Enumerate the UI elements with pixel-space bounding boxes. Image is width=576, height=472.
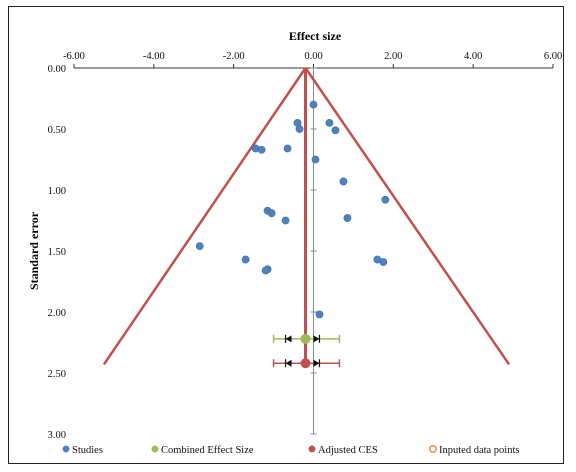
legend-marker-3 — [428, 444, 437, 453]
study-point — [325, 119, 334, 127]
x-tick-label: 2.00 — [384, 51, 402, 62]
study-point — [267, 209, 276, 218]
x-tick-label: 0.00 — [304, 51, 322, 62]
study-point — [241, 255, 250, 264]
study-point — [283, 144, 292, 153]
x-tick-label: 4.00 — [464, 51, 482, 62]
x-tick-label: 6.00 — [544, 51, 562, 62]
legend-marker-2 — [308, 445, 316, 453]
combined-effect-right-marker — [313, 335, 320, 343]
study-point — [295, 125, 304, 133]
study-point — [195, 242, 204, 251]
y-tick-label: 1.00 — [48, 186, 66, 197]
adjusted-ces-point — [300, 358, 311, 369]
combined-effect-left-marker — [285, 335, 292, 343]
chart-frame — [8, 6, 564, 464]
legend-label: Inputed data points — [439, 445, 519, 456]
study-point — [331, 126, 340, 135]
funnel-left-line — [102, 67, 307, 366]
y-axis-label: Standard error — [27, 211, 41, 290]
study-point — [381, 195, 390, 204]
study-point — [257, 145, 266, 154]
x-tick-label: -4.00 — [143, 51, 165, 62]
y-tick-label: 0.00 — [48, 64, 66, 75]
x-tick-label: -6.00 — [63, 51, 85, 62]
study-point — [343, 214, 352, 222]
y-tick-label: 2.50 — [48, 369, 66, 380]
y-tick-label: 0.50 — [48, 125, 66, 136]
legend-marker-0 — [62, 445, 70, 453]
combined-effect-point — [300, 333, 311, 344]
legend-label: Adjusted CES — [318, 445, 378, 456]
adjusted-ces-left-marker — [285, 359, 292, 367]
legend-label: Studies — [72, 445, 103, 456]
study-point — [281, 216, 290, 225]
legend-marker-1 — [151, 445, 159, 453]
funnel-right-line — [304, 67, 511, 366]
study-point — [339, 177, 348, 186]
y-tick-label: 2.00 — [48, 308, 66, 319]
x-tick-label: -2.00 — [223, 51, 245, 62]
y-tick-label: 3.00 — [48, 430, 66, 441]
study-point — [261, 266, 270, 275]
y-tick-label: 1.50 — [48, 247, 66, 258]
study-point — [311, 155, 320, 164]
legend-label: Combined Effect Size — [161, 445, 254, 456]
study-point — [379, 258, 388, 266]
adjusted-ces-right-marker — [313, 359, 320, 367]
chart-title: Effect size — [289, 29, 342, 43]
study-point — [309, 100, 318, 109]
study-point — [315, 310, 324, 319]
